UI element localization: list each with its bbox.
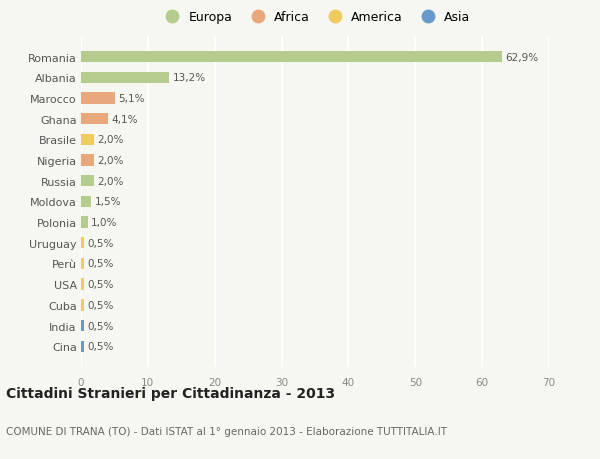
Bar (81, 196, 91, 207)
Text: 2,0%: 2,0% (98, 135, 124, 145)
Bar (81, 155, 94, 166)
Text: 2,0%: 2,0% (98, 176, 124, 186)
Bar (81, 73, 169, 84)
Text: 0,5%: 0,5% (88, 259, 114, 269)
Bar (81, 176, 94, 187)
Bar (81, 217, 88, 228)
Text: 0,5%: 0,5% (88, 280, 114, 290)
Bar (81, 320, 85, 331)
Bar (81, 114, 109, 125)
Text: 1,0%: 1,0% (91, 218, 118, 228)
Bar (81, 258, 85, 269)
Text: 0,5%: 0,5% (88, 300, 114, 310)
Text: 2,0%: 2,0% (98, 156, 124, 166)
Text: COMUNE DI TRANA (TO) - Dati ISTAT al 1° gennaio 2013 - Elaborazione TUTTITALIA.I: COMUNE DI TRANA (TO) - Dati ISTAT al 1° … (6, 426, 447, 436)
Bar (81, 52, 502, 63)
Text: 13,2%: 13,2% (173, 73, 206, 83)
Bar (81, 238, 85, 249)
Text: 4,1%: 4,1% (112, 114, 138, 124)
Bar (81, 134, 94, 146)
Bar (81, 279, 85, 290)
Bar (81, 300, 85, 311)
Text: 1,5%: 1,5% (94, 197, 121, 207)
Text: 0,5%: 0,5% (88, 341, 114, 352)
Text: 0,5%: 0,5% (88, 238, 114, 248)
Bar (81, 93, 115, 104)
Bar (81, 341, 85, 352)
Text: 5,1%: 5,1% (118, 94, 145, 104)
Text: 0,5%: 0,5% (88, 321, 114, 331)
Text: 62,9%: 62,9% (505, 52, 538, 62)
Legend: Europa, Africa, America, Asia: Europa, Africa, America, Asia (160, 11, 470, 24)
Text: Cittadini Stranieri per Cittadinanza - 2013: Cittadini Stranieri per Cittadinanza - 2… (6, 386, 335, 400)
